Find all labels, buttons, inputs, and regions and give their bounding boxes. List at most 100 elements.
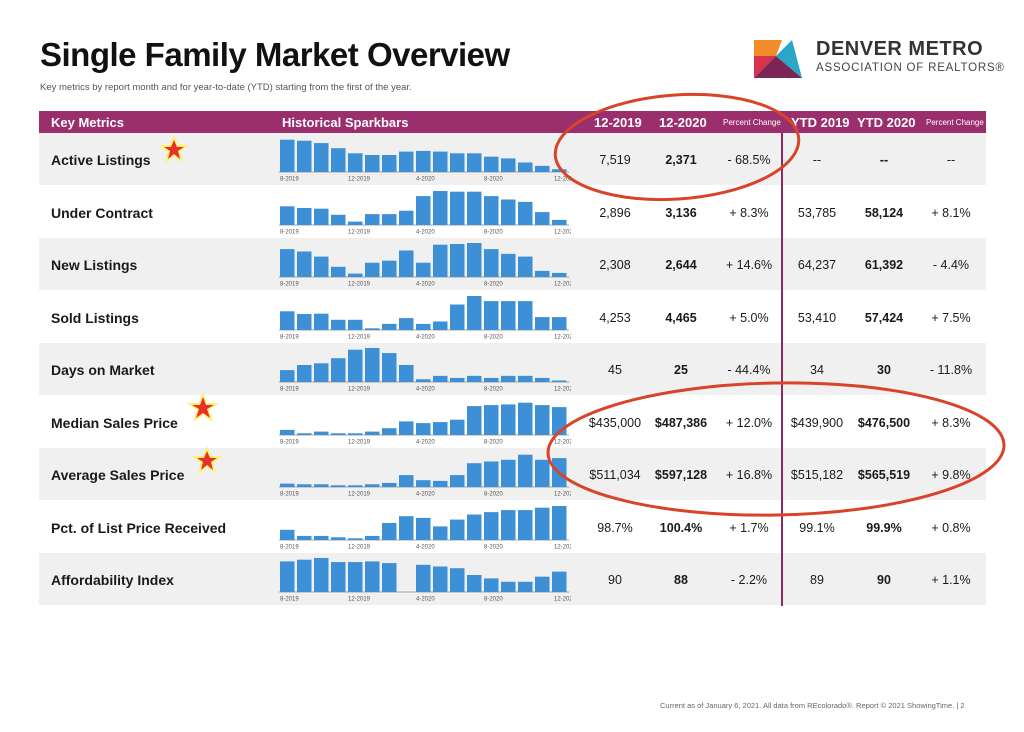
- metric-label: Sold Listings: [51, 309, 139, 326]
- table-row: Median Sales Price 8-2019 12-2019 4-2020 8-2…: [39, 396, 986, 448]
- value-12-2020: 25: [674, 363, 688, 377]
- sparkbar: [433, 321, 448, 330]
- sparkbar: [552, 571, 567, 592]
- metric-label: Pct. of List Price Received: [51, 519, 227, 536]
- sparkbar: [518, 201, 533, 225]
- sparkbar: [280, 139, 295, 172]
- sparkbar: [365, 155, 380, 172]
- sparkbar: [331, 536, 346, 540]
- value-ytd-2020: 57,424: [864, 310, 904, 325]
- sparkbar-chart: 8-2019 12-2019 4-2020 8-2020 12-2020: [279, 139, 571, 183]
- sparkbar: [314, 313, 329, 330]
- sparkbar: [416, 480, 431, 487]
- sparkbar-tick-label: 8-2020: [484, 544, 503, 550]
- sparkbar: [382, 323, 397, 330]
- value-ytd-2019: 99.1%: [799, 520, 835, 535]
- sparkbar: [280, 205, 295, 225]
- sparkbar: [552, 219, 567, 225]
- sparkbar: [467, 514, 482, 540]
- sparkbar-tick-label: 4-2020: [416, 282, 435, 288]
- sparkbar: [348, 153, 363, 172]
- sparkbar: [382, 213, 397, 225]
- value-ytd-2019: --: [812, 153, 822, 167]
- sparkbar: [331, 148, 346, 172]
- sparkbar: [314, 558, 329, 592]
- sparkbar: [399, 317, 414, 330]
- value-12-2020: 3,136: [665, 205, 697, 220]
- column-divider: [781, 133, 783, 606]
- sparkbar: [433, 480, 448, 487]
- sparkbar: [535, 507, 550, 540]
- sparkbar: [484, 300, 499, 330]
- sparkbar: [501, 581, 516, 592]
- sparkbar: [433, 566, 448, 592]
- sparkbar-tick-label: 12-2019: [348, 387, 371, 393]
- sparkbar: [365, 213, 380, 225]
- sparkbar-tick-label: 8-2020: [484, 177, 503, 183]
- sparkbar: [348, 537, 363, 540]
- sparkbar-tick-label: 12-2019: [348, 177, 371, 183]
- sparkbar-tick-label: 12-2020: [554, 229, 571, 235]
- sparkbar: [535, 165, 550, 172]
- table-row: Under Contract 8-2019 12-2019 4-2020 8-2020 1…: [39, 186, 986, 238]
- sparkbar-tick-label: 8-2020: [484, 597, 503, 603]
- sparkbar: [416, 564, 431, 592]
- sparkbar-tick-label: 8-2019: [280, 282, 299, 288]
- value-ytd-2019: 53,410: [797, 310, 837, 325]
- sparkbar: [450, 153, 465, 172]
- value-ytd-2020: 30: [877, 363, 891, 377]
- sparkbar-tick-label: 12-2020: [554, 387, 571, 393]
- sparkbar: [467, 375, 482, 382]
- sparkbar: [450, 568, 465, 592]
- sparkbar: [331, 358, 346, 382]
- sparkbar: [416, 379, 431, 382]
- value-ytd-percent-change: - 4.4%: [932, 258, 970, 272]
- value-12-2019: 4,253: [599, 310, 631, 325]
- sparkbar-tick-label: 8-2019: [280, 439, 299, 445]
- sparkbar-tick-label: 8-2020: [484, 439, 503, 445]
- value-ytd-2020: 90: [877, 573, 891, 587]
- sparkbar: [280, 370, 295, 382]
- value-12-2019: 90: [608, 573, 622, 587]
- sparkbar: [416, 517, 431, 540]
- value-percent-change: - 44.4%: [727, 363, 771, 377]
- sparkbar: [552, 316, 567, 330]
- sparkbar: [365, 484, 380, 487]
- sparkbar: [501, 403, 516, 435]
- metric-label: Active Listings: [51, 152, 151, 168]
- sparkbar: [535, 270, 550, 277]
- sparkbar: [484, 461, 499, 487]
- sparkbar: [297, 432, 312, 435]
- sparkbar-tick-label: 12-2020: [554, 439, 571, 445]
- sparkbar: [433, 244, 448, 277]
- table-row: Affordability Index 8-2019 12-2019 4-2020 8-…: [39, 553, 986, 605]
- value-percent-change: - 2.2%: [730, 573, 768, 587]
- sparkbar: [416, 195, 431, 225]
- value-12-2020: 4,465: [665, 310, 697, 325]
- sparkbar: [399, 365, 414, 382]
- sparkbar: [297, 365, 312, 382]
- page-subtitle: Key metrics by report month and for year…: [40, 82, 412, 93]
- sparkbar: [484, 578, 499, 592]
- value-ytd-2019: 34: [810, 363, 824, 377]
- sparkbar: [552, 169, 567, 172]
- sparkbar: [467, 191, 482, 225]
- sparkbar: [467, 405, 482, 435]
- metric-label: Under Contract: [51, 204, 153, 221]
- sparkbar: [297, 140, 312, 172]
- sparkbar-tick-label: 12-2020: [554, 177, 571, 183]
- value-ytd-percent-change: + 1.1%: [931, 573, 971, 587]
- value-ytd-percent-change: --: [946, 153, 956, 167]
- sparkbar: [501, 253, 516, 277]
- logo-icon: [754, 40, 802, 78]
- sparkbar: [450, 304, 465, 330]
- sparkbar: [518, 402, 533, 435]
- sparkbar-chart: 8-2019 12-2019 4-2020 8-2020 12-2020: [279, 505, 571, 550]
- metric-label: Median Sales Price: [51, 414, 178, 431]
- sparkbar: [331, 266, 346, 277]
- sparkbar: [399, 420, 414, 435]
- sparkbar: [552, 380, 567, 382]
- sparkbar: [382, 353, 397, 382]
- sparkbar: [331, 214, 346, 225]
- sparkbar-chart: 8-2019 12-2019 4-2020 8-2020 12-2020: [279, 402, 571, 445]
